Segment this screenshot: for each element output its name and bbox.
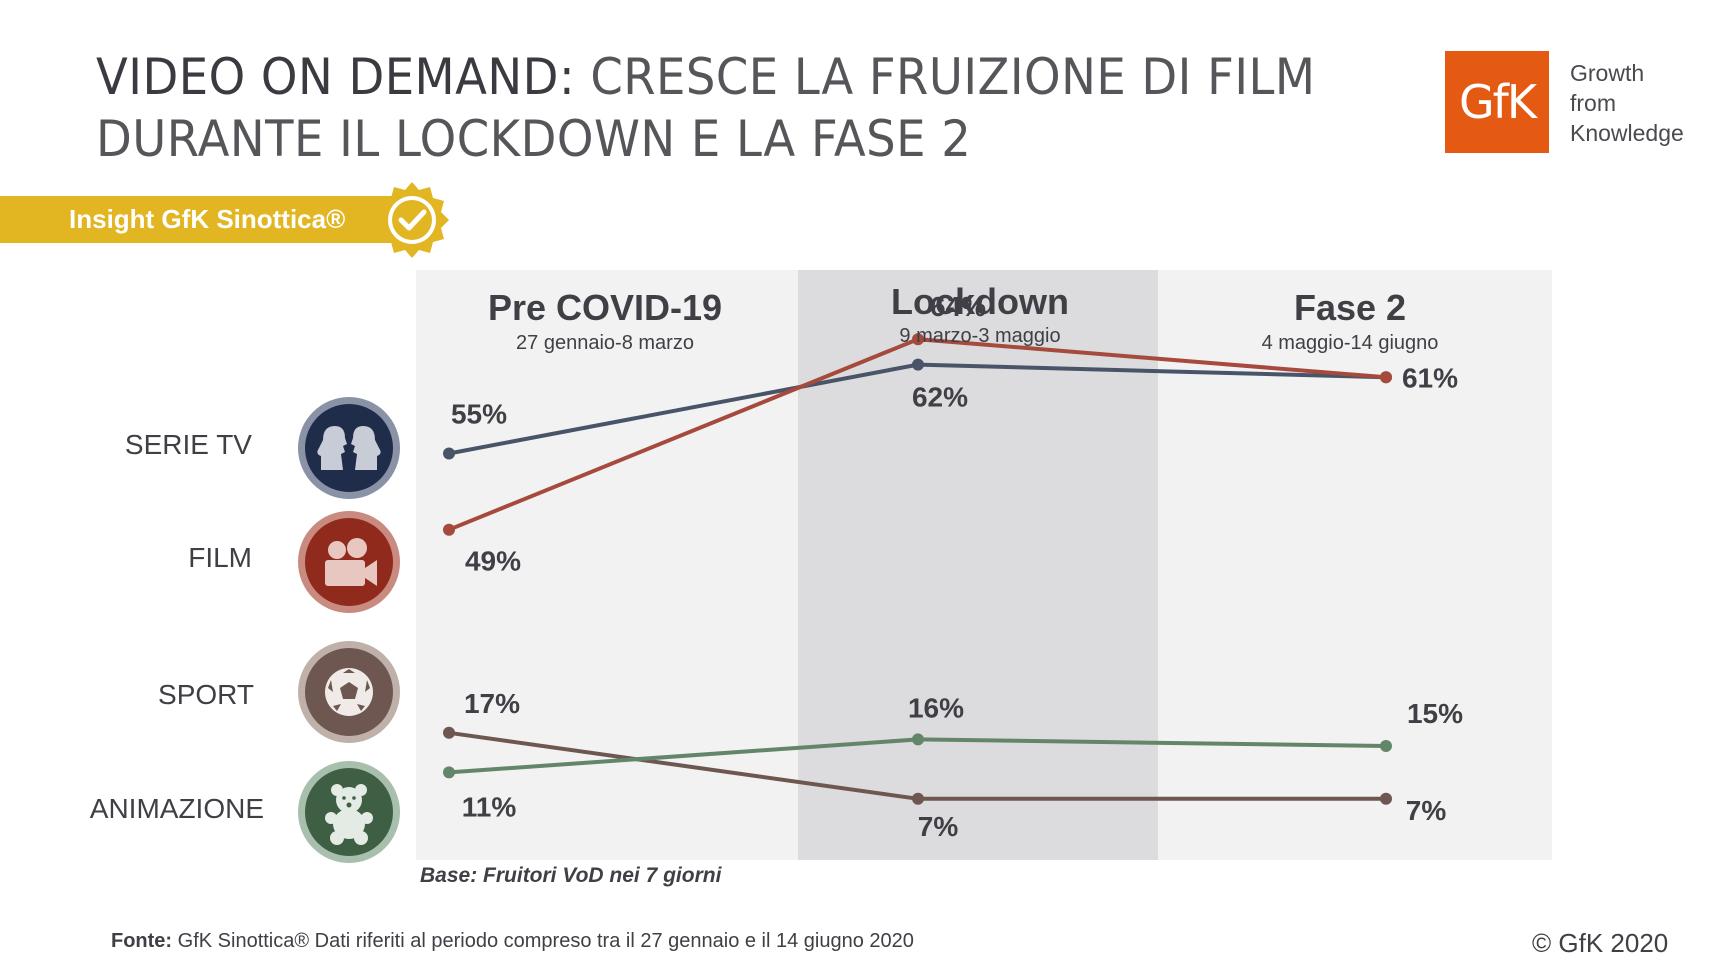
page-title: VIDEO ON DEMAND: CRESCE LA FRUIZIONE DI … [96,46,1315,170]
base-note: Base: Fruitori VoD nei 7 giorni [420,864,722,887]
data-label-serie-tv: 62% [912,382,968,413]
data-point-sport [912,792,924,805]
data-label-sport: 7% [918,811,959,842]
data-label-animazione: 16% [908,692,964,723]
tagline-line: Knowledge [1570,120,1684,146]
video-camera-icon [298,511,400,613]
period-dates-lockdown: 9 marzo-3 maggio [899,325,1061,347]
insight-banner: Insight GfK Sinottica® [0,196,395,243]
data-point-film [912,333,924,346]
data-point-serie-tv [912,358,924,371]
tagline-line: from [1570,90,1616,116]
teddy-bear-icon [298,761,400,863]
data-label-sport: 17% [464,688,520,719]
panel-fase-2 [1158,270,1552,860]
copyright: © GfK 2020 [1532,928,1669,958]
data-label-animazione: 15% [1407,698,1463,729]
soccer-ball-icon [298,641,400,743]
title-rest: CRESCE LA FRUIZIONE DI FILM [575,48,1316,106]
source-label: Fonte: [111,930,173,952]
data-label-animazione: 11% [462,791,517,822]
data-point-animazione [912,733,924,746]
profiles-icon [298,397,400,499]
data-point-film [443,523,455,536]
series-layer [443,333,1392,805]
data-label-sport: 7% [1406,795,1447,826]
label-layer: 17% 7% 7% 11% 16% 15% 55% 62% 49% 64% 61% [451,291,1463,842]
category-label-serie-tv: SERIE TV [124,429,252,460]
insight-label: Insight GfK Sinottica® [69,204,346,234]
title-strong: VIDEO ON DEMAND: [96,48,576,106]
verified-badge-icon [375,182,449,258]
gfk-logo: GfK [1445,51,1549,153]
period-title-lockdown: Lockdown [891,281,1069,322]
category-label-animazione: ANIMAZIONE [89,793,264,824]
data-label-film: 64% [930,291,986,322]
data-point-animazione [1380,740,1392,752]
data-point-sport [443,726,455,739]
title-line-2: DURANTE IL LOCKDOWN E LA FASE 2 [96,110,972,168]
period-dates-pre-covid: 27 gennaio-8 marzo [516,332,694,354]
source-text: GfK Sinottica® Dati riferiti al periodo … [172,930,914,952]
period-title-fase-2: Fase 2 [1293,287,1407,328]
data-point-sport [1380,792,1392,805]
data-point-serie-tv [443,447,455,460]
tagline-line: Growth [1570,60,1645,86]
data-label-film: 61% [1402,362,1458,393]
data-point-animazione [443,766,455,779]
data-point-film [1380,371,1392,384]
data-label-film: 49% [465,546,521,577]
period-title-pre-covid: Pre COVID-19 [487,287,723,328]
category-label-film: FILM [188,542,252,573]
category-label-sport: SPORT [158,679,254,710]
tagline: Growth from Knowledge [1570,58,1684,148]
source-note: Fonte: GfK Sinottica® Dati riferiti al p… [111,930,914,953]
data-label-serie-tv: 55% [451,399,507,430]
panel-lockdown [798,270,1158,860]
period-dates-fase-2: 4 maggio-14 giugno [1261,332,1439,354]
